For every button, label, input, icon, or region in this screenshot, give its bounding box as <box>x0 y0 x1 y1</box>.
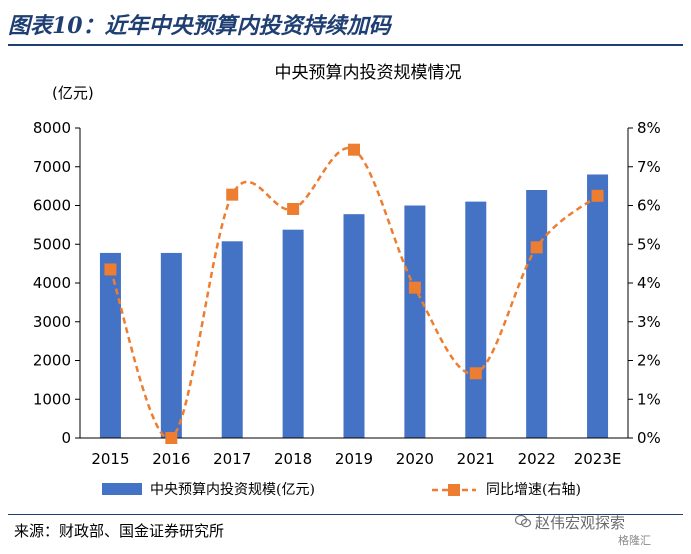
bar-2018 <box>282 229 304 438</box>
figure-title: 图表10：近年中央预算内投资持续加码 <box>8 13 391 39</box>
y-right-tick-label: 3% <box>637 313 661 331</box>
x-tick-label: 2019 <box>335 450 373 468</box>
bar-series <box>99 174 609 438</box>
bar-2021 <box>465 201 487 438</box>
y-left-tick-label: 4000 <box>33 274 71 292</box>
watermark-sub: 格隆汇 <box>618 534 651 547</box>
growth-point-2016 <box>165 432 178 444</box>
bar-2015 <box>99 252 121 438</box>
y-right-tick-label: 8% <box>637 119 661 137</box>
wechat-icon <box>515 514 531 528</box>
y-left-tick-label: 5000 <box>33 235 71 253</box>
growth-line <box>109 146 599 440</box>
x-tick-label: 2018 <box>274 450 312 468</box>
bar-2017 <box>221 241 243 438</box>
y-left-tick-label: 7000 <box>33 158 71 176</box>
source-note: 来源：财政部、国金证券研究所 <box>14 522 225 540</box>
growth-point-2022 <box>530 241 543 254</box>
x-tick-label: 2022 <box>518 450 556 468</box>
bar-2020 <box>404 205 426 438</box>
y-left-tick-label: 6000 <box>33 197 71 215</box>
growth-point-2019 <box>348 143 360 156</box>
y-right-tick-label: 0% <box>637 429 661 447</box>
chart-title: 中央预算内投资规模情况 <box>275 63 462 83</box>
growth-point-2015 <box>104 263 117 276</box>
growth-point-2018 <box>287 202 300 215</box>
x-tick-label: 2017 <box>213 450 251 468</box>
growth-point-2021 <box>469 367 482 380</box>
y-left-tick-label: 2000 <box>33 352 71 370</box>
x-tick-label: 2020 <box>396 450 434 468</box>
y-right-tick-label: 6% <box>637 197 661 215</box>
bar-2022 <box>526 190 548 438</box>
y-right-tick-label: 1% <box>637 390 661 408</box>
legend-bar-label: 中央预算内投资规模(亿元) <box>150 482 315 498</box>
x-tick-label: 2016 <box>152 450 190 468</box>
x-tick-label: 2015 <box>91 450 129 468</box>
bar-2016 <box>160 252 182 438</box>
y-left-tick-label: 3000 <box>33 313 71 331</box>
y-right-tick-label: 7% <box>637 158 661 176</box>
bar-2019 <box>343 214 365 438</box>
y-left-tick-label: 1000 <box>33 390 71 408</box>
y-axis-unit-label: (亿元) <box>52 84 94 102</box>
y-right-tick-label: 2% <box>637 352 661 370</box>
bar-2023E <box>587 174 609 438</box>
x-tick-label: 2021 <box>457 450 495 468</box>
bottom-divider <box>8 514 683 515</box>
growth-point-2020 <box>408 281 421 294</box>
growth-point-2017 <box>226 188 239 201</box>
y-left-tick-label: 0 <box>61 429 71 447</box>
growth-point-2023E <box>591 189 604 202</box>
legend-line-label: 同比增速(右轴) <box>486 482 581 498</box>
legend: 中央预算内投资规模(亿元) 同比增速(右轴) <box>102 482 581 498</box>
y-right-tick-label: 5% <box>637 235 661 253</box>
title-divider <box>8 44 683 46</box>
legend-bar-swatch <box>102 483 142 495</box>
axes: 0 1000 2000 3000 4000 5000 6000 7000 8000 0% 1% 2% 3… <box>33 119 661 468</box>
y-left-tick-label: 8000 <box>33 119 71 137</box>
legend-line-marker <box>448 484 460 496</box>
x-tick-label: 2023E <box>574 450 622 468</box>
line-series <box>104 143 604 444</box>
y-right-tick-label: 4% <box>637 274 661 292</box>
watermark: 赵伟宏观探索 <box>535 514 626 532</box>
